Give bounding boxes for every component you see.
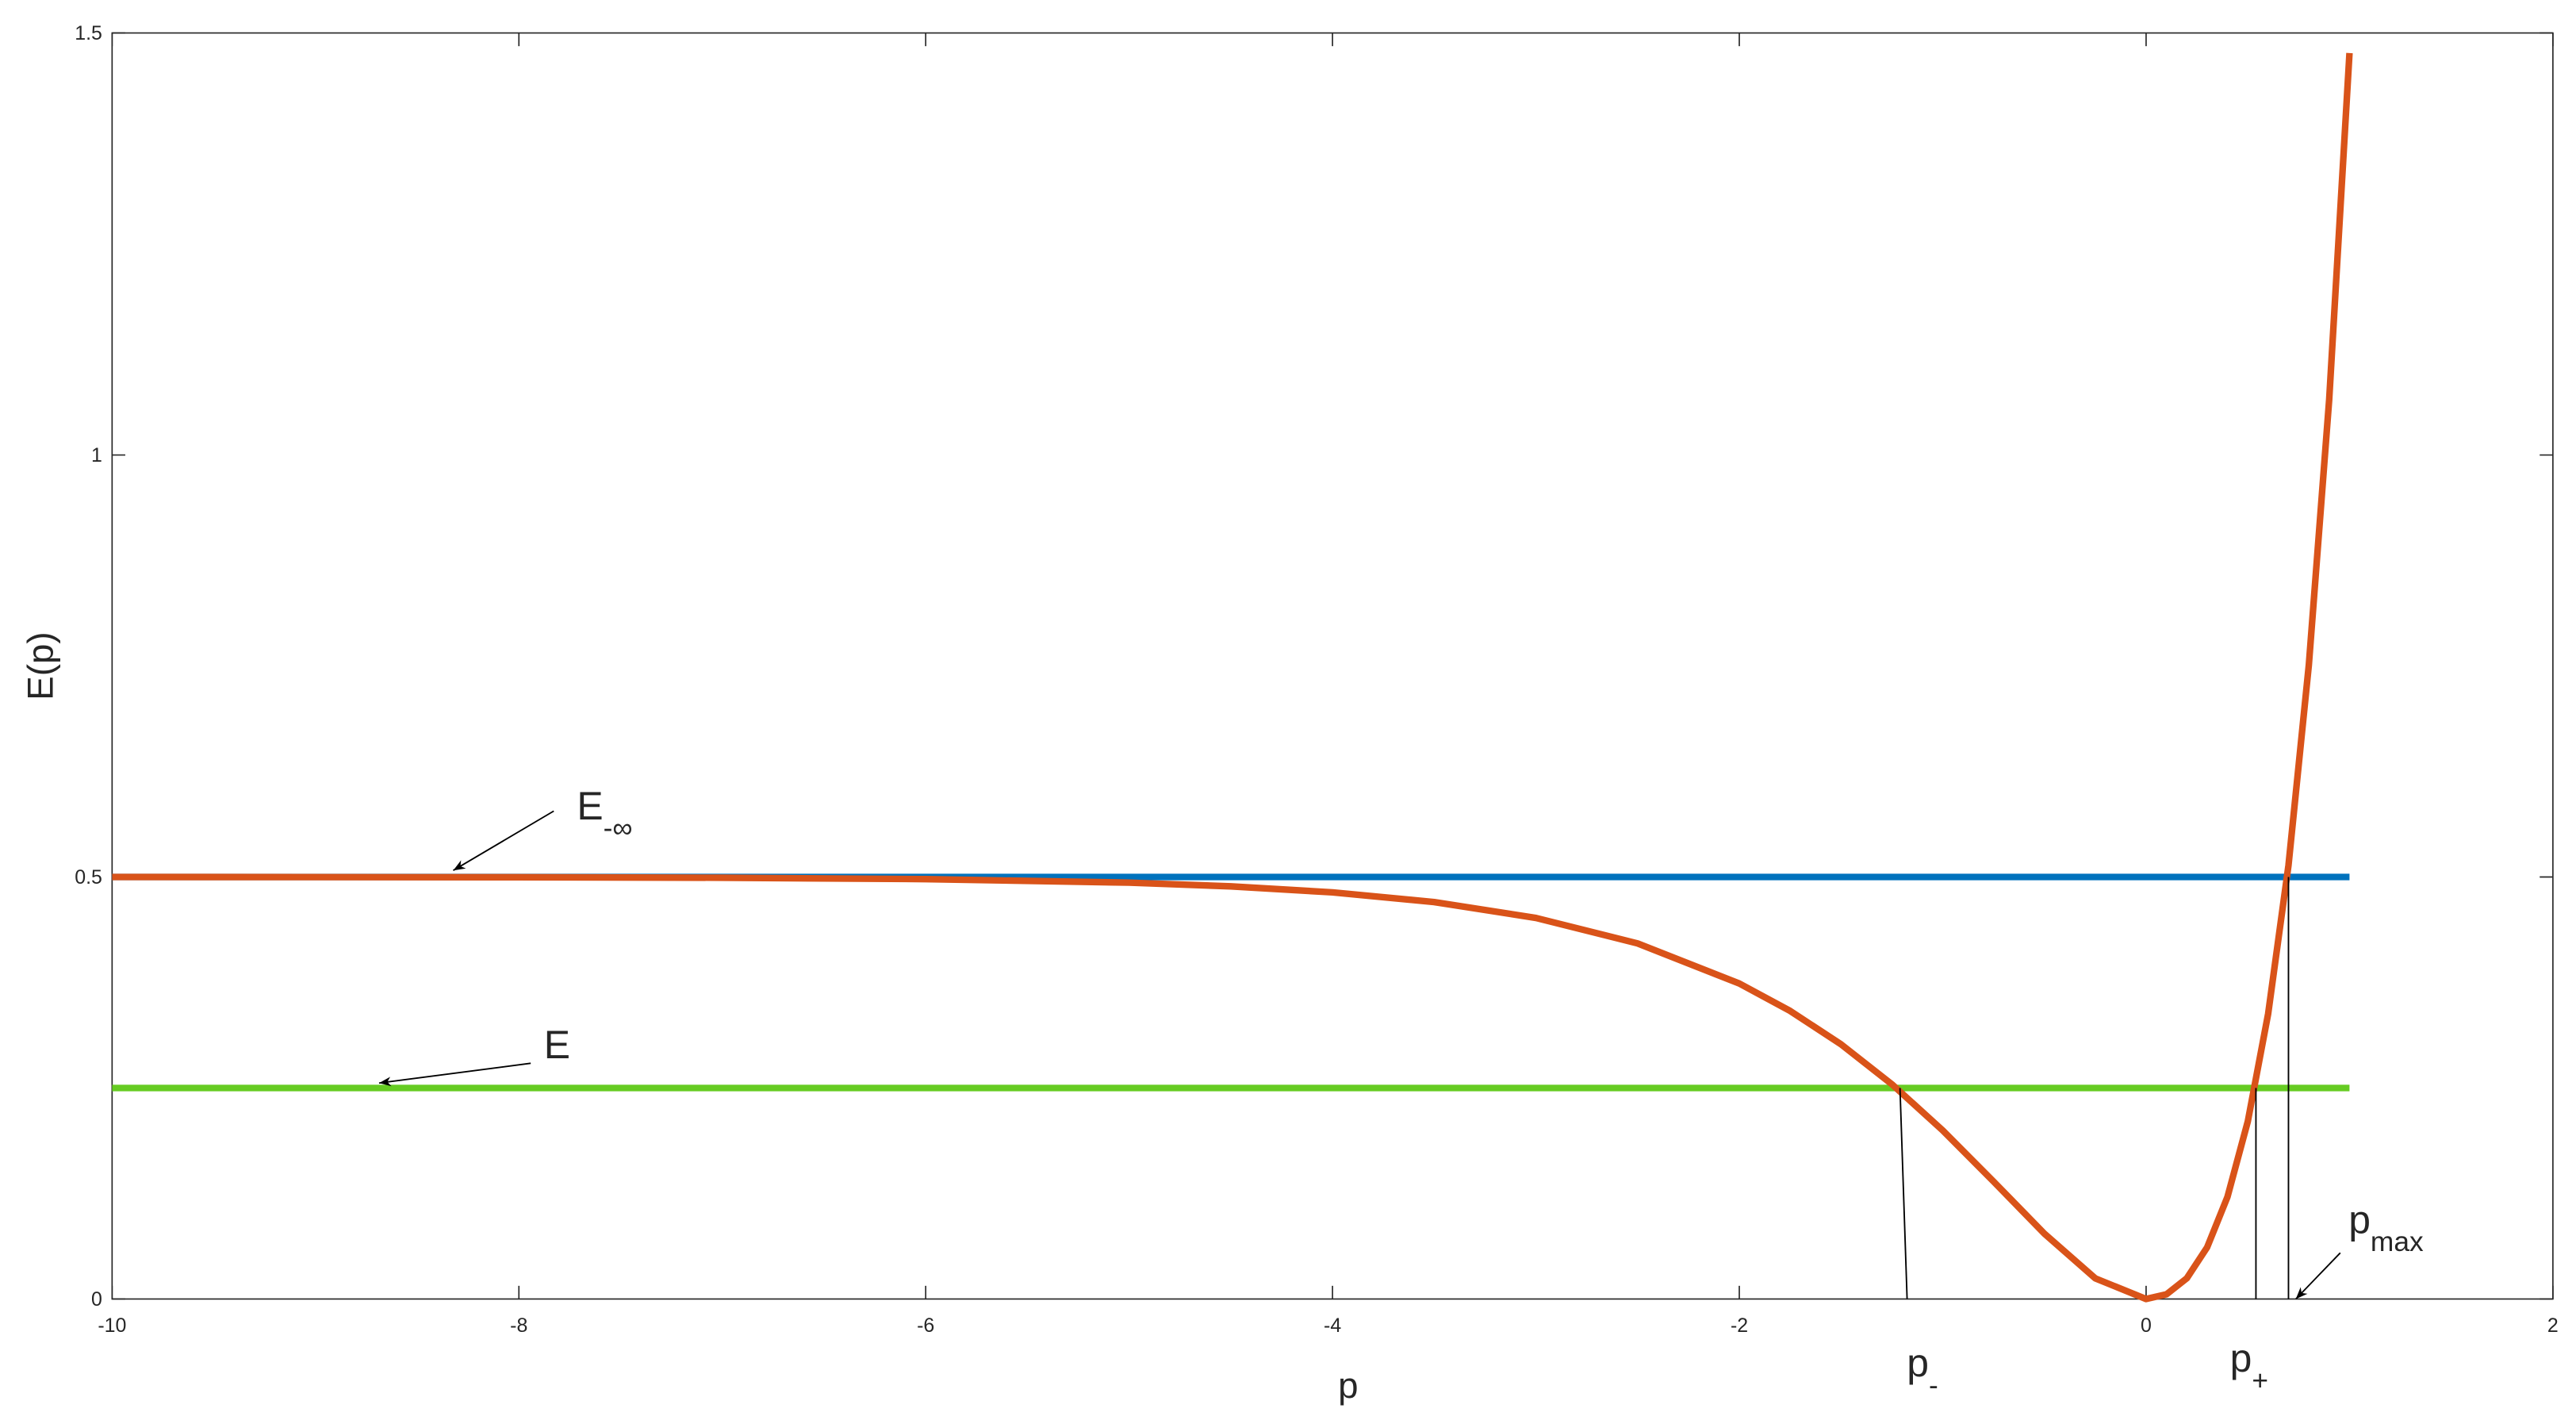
y-tick-label: 0 <box>91 1288 102 1311</box>
annotation-arrow <box>2295 1252 2341 1300</box>
y-axis-label: E(p) <box>21 631 61 700</box>
annotation: p+ <box>2230 1336 2268 1396</box>
x-tick-label: 0 <box>2141 1314 2152 1337</box>
annotation: p- <box>1907 1341 1938 1401</box>
annotation-subscript: -∞ <box>604 813 633 844</box>
annotation: E-∞ <box>577 784 632 844</box>
annotation: pmax <box>2348 1197 2424 1257</box>
y-tick-label: 1.5 <box>75 22 102 44</box>
x-tick-label: -10 <box>98 1314 126 1337</box>
x-tick-label: -8 <box>510 1314 527 1337</box>
annotation-subscript: + <box>2252 1365 2268 1396</box>
x-tick-label: -4 <box>1324 1314 1341 1337</box>
annotation-text: E <box>544 1023 570 1067</box>
y-tick-label: 1 <box>91 444 102 466</box>
annotation-subscript: max <box>2371 1226 2424 1257</box>
annotation-arrow <box>378 1062 531 1087</box>
annotation-text: p <box>2230 1336 2252 1380</box>
x-tick-label: 2 <box>2547 1314 2559 1337</box>
axes-box <box>111 32 2554 1300</box>
annotation-text: p <box>2348 1197 2371 1242</box>
annotation-arrow <box>453 810 554 871</box>
annotation-text: E <box>577 784 603 828</box>
annotation: E <box>544 1023 570 1067</box>
y-tick-label: 0.5 <box>75 866 102 888</box>
x-tick-label: -6 <box>917 1314 934 1337</box>
annotation-subscript: - <box>1929 1370 1938 1401</box>
annotation-text: p <box>1907 1341 1929 1385</box>
x-tick-label: -2 <box>1731 1314 1748 1337</box>
x-axis-label: p <box>1338 1365 1358 1406</box>
series-line <box>112 52 2353 1303</box>
guide-line <box>1899 1088 1908 1299</box>
